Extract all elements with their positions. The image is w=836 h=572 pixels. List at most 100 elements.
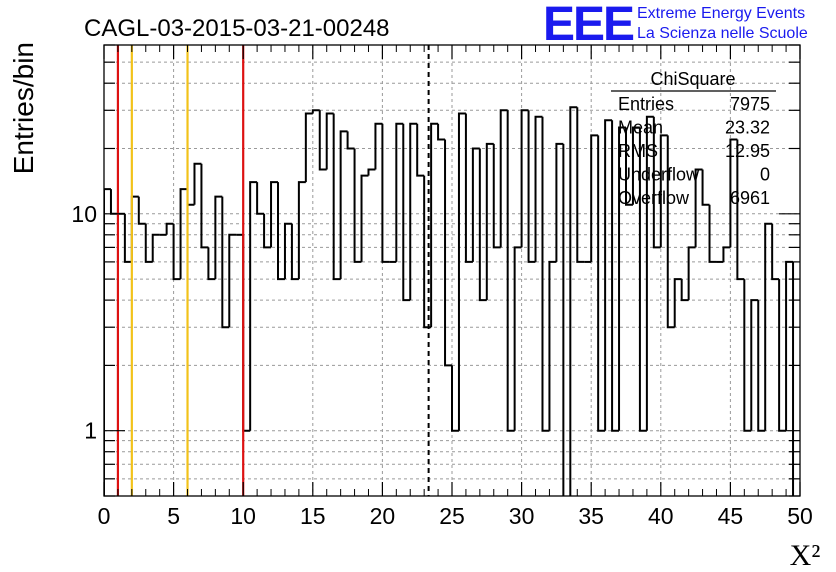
stats-row-label: Underflow xyxy=(618,165,700,185)
histogram-bin xyxy=(263,213,272,249)
x-tick-label: 10 xyxy=(230,503,256,529)
histogram-bin xyxy=(764,222,773,431)
histogram-bin xyxy=(708,204,717,263)
histogram-bin xyxy=(597,135,606,432)
stats-row-label: Mean xyxy=(618,118,663,138)
histogram-bin xyxy=(444,139,452,367)
x-tick-label: 45 xyxy=(718,503,744,529)
histogram-bin xyxy=(290,223,299,281)
stats-box: ChiSquare Entries 7975 Mean 23.32 RMS 12.95 Un… xyxy=(611,69,776,208)
y-tick-label: 10 xyxy=(71,201,97,227)
histogram-bin xyxy=(318,110,327,171)
histogram-bin xyxy=(228,233,237,328)
histogram-bin xyxy=(374,122,383,170)
histogram-bin xyxy=(353,148,362,263)
stats-row-value: 12.95 xyxy=(725,141,770,161)
histogram-bin xyxy=(722,246,731,262)
histogram-bin xyxy=(506,110,515,432)
logo-line2: La Scienza nelle Scuole xyxy=(637,25,808,42)
histogram-bin xyxy=(360,174,369,262)
stats-row-value: 0 xyxy=(760,165,770,185)
histogram-bin xyxy=(471,147,480,262)
histogram-bin xyxy=(541,116,550,432)
histogram-bin xyxy=(457,112,466,431)
histogram-bin xyxy=(165,222,174,235)
histogram-bin xyxy=(548,260,557,431)
x-axis-label: X² xyxy=(790,539,821,572)
histogram-bin xyxy=(778,279,787,432)
histogram-bin xyxy=(750,299,759,431)
histogram-bin xyxy=(492,143,501,249)
stats-title: ChiSquare xyxy=(650,69,735,89)
histogram-bin xyxy=(743,279,752,432)
histogram-bin xyxy=(611,120,620,432)
stats-row-value: 6961 xyxy=(730,188,770,208)
chart-title: CAGL-03-2015-03-21-00248 xyxy=(84,15,390,42)
x-tick-label: 15 xyxy=(300,503,326,529)
histogram-bin xyxy=(297,181,306,280)
grid-layer xyxy=(104,45,800,496)
histogram-bin xyxy=(179,188,188,280)
stats-row-label: Overflow xyxy=(618,188,690,208)
histogram-bin xyxy=(151,233,160,262)
histogram-bin xyxy=(256,182,265,215)
histogram-bin xyxy=(576,107,585,263)
histogram-bin xyxy=(144,223,153,263)
histogram-bin xyxy=(604,119,613,431)
histogram-bin xyxy=(416,123,425,177)
histogram-bin xyxy=(792,261,795,496)
histogram-bin xyxy=(645,115,654,431)
histogram-bin xyxy=(534,115,543,262)
histogram-bin xyxy=(325,112,334,170)
histogram-bin xyxy=(687,246,696,301)
histogram-bin xyxy=(652,116,661,249)
x-tick-label: 5 xyxy=(167,503,180,529)
y-axis-label: Entries/bin xyxy=(8,42,39,174)
histogram-bin xyxy=(395,122,404,262)
histogram-bin xyxy=(555,142,564,262)
x-tick-label: 25 xyxy=(439,503,465,529)
histogram-bin xyxy=(680,279,689,302)
histogram-bin xyxy=(249,181,258,431)
histogram-bin xyxy=(666,135,675,329)
histogram-bin xyxy=(437,123,446,141)
eee-logo: EEE Extreme Energy Events La Scienza nel… xyxy=(543,0,808,51)
histogram-layer xyxy=(104,106,795,496)
histogram-bin xyxy=(277,182,285,281)
histogram-bin xyxy=(513,246,522,431)
histogram-bin xyxy=(409,122,418,301)
histogram-bin xyxy=(430,122,439,328)
histogram-bin xyxy=(729,138,738,248)
histogram-bin xyxy=(137,196,146,225)
logo-mark: EEE xyxy=(543,0,634,51)
histogram-bin xyxy=(214,195,223,280)
histogram-bin xyxy=(270,181,278,248)
cut-lines-layer xyxy=(116,45,430,496)
histogram-bin xyxy=(785,260,794,431)
histogram-bin xyxy=(569,106,578,496)
x-tick-label: 20 xyxy=(370,503,396,529)
histogram-bin xyxy=(283,222,292,280)
histogram-bin xyxy=(346,131,355,150)
histogram-bin xyxy=(221,196,230,329)
stats-row-label: RMS xyxy=(618,141,658,161)
histogram-bin xyxy=(590,134,599,262)
histogram-bin xyxy=(381,123,390,263)
histogram-bin xyxy=(172,223,181,281)
x-tick-label: 30 xyxy=(509,503,535,529)
histogram-bin xyxy=(631,126,640,205)
histogram-bin xyxy=(464,113,473,263)
histogram-bin xyxy=(562,143,565,496)
histogram-bin xyxy=(104,188,111,496)
stats-rows: Entries 7975 Mean 23.32 RMS 12.95 Underflow 0 Ov… xyxy=(618,94,770,208)
histogram-bin xyxy=(757,300,766,432)
stats-row-value: 7975 xyxy=(730,94,770,114)
histogram-bin xyxy=(332,113,341,281)
histogram-bin xyxy=(638,127,647,432)
histogram-bin xyxy=(304,112,313,183)
histogram-bin xyxy=(520,109,529,248)
stats-row-value: 23.32 xyxy=(725,118,770,138)
x-tick-label: 0 xyxy=(98,503,111,529)
histogram-bin xyxy=(339,130,348,280)
